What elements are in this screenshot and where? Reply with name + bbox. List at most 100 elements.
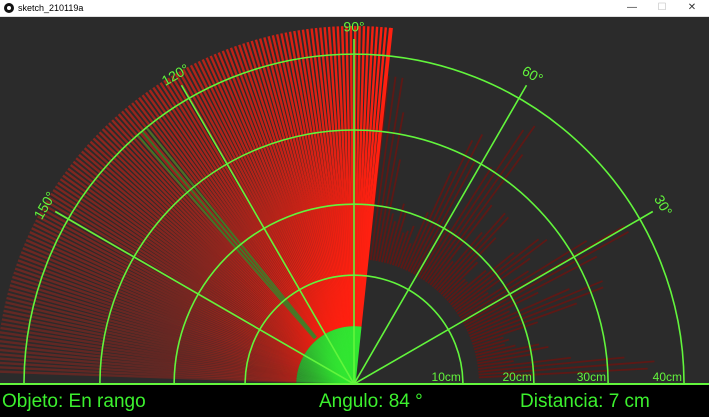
sweep-trail-near-line [311, 343, 355, 385]
sweep-trail-near-line [297, 371, 355, 386]
status-bar [0, 384, 709, 417]
sweep-trail-near-line [310, 344, 355, 385]
sweep-trail-near-line [306, 349, 355, 385]
sweep-history-line [478, 360, 655, 376]
sweep-history-line [386, 203, 405, 264]
sweep-trail-line [357, 27, 388, 327]
sweep-trail-line [6, 296, 299, 372]
sweep-trail-line [354, 26, 366, 327]
sweep-history-line [438, 216, 509, 293]
sweep-history-line [429, 204, 493, 286]
sweep-trail-line [138, 96, 321, 339]
sweep-trail-line [29, 231, 303, 361]
sweep-trail-line [35, 219, 304, 359]
sweep-trail-line [62, 174, 308, 352]
sweep-trail-line [254, 39, 340, 329]
sweep-history-line [458, 270, 530, 317]
sweep-trail-line [205, 57, 332, 332]
sweep-trail-line [314, 27, 350, 327]
maximize-button[interactable]: ☐ [657, 2, 667, 13]
sweep-trail-line [72, 160, 310, 350]
sweep-history-line [478, 356, 625, 373]
sweep-trail-near-line [300, 360, 355, 386]
sweep-trail-line [355, 26, 374, 327]
sweep-trail-line [41, 207, 305, 357]
sweep-trail-line [297, 30, 347, 328]
angle-spoke [180, 84, 355, 385]
sweep-trail-line [258, 38, 341, 329]
sweep-trail-line [145, 91, 322, 338]
sweep-trail-line [0, 361, 297, 382]
sweep-trail-near-line [297, 369, 355, 386]
sweep-history-line [477, 356, 572, 370]
range-label: 20cm [503, 370, 532, 384]
minimize-button[interactable]: — [627, 2, 637, 13]
sweep-trail-line [67, 167, 309, 351]
sweep-trail-line [152, 86, 323, 337]
sweep-trail-line [8, 288, 299, 370]
range-label: 40cm [653, 370, 682, 384]
sweep-trail-near-line [314, 340, 355, 385]
sweep-history-line [375, 112, 405, 262]
sweep-history-line [424, 125, 536, 283]
sweep-trail-line [101, 128, 315, 344]
sweep-trail-line [59, 178, 308, 352]
sweep-trail-line [166, 77, 326, 336]
sweep-history-line [475, 344, 516, 356]
sweep-trail-near-line [307, 347, 355, 385]
sweep-trail-line [229, 47, 336, 331]
sweep-trail-near-line [298, 364, 355, 386]
sweep-trail-near-line [299, 362, 355, 386]
sweep-trail-near-line [297, 368, 355, 386]
sweep-trail-line [353, 26, 361, 327]
sweep-trail-line [213, 53, 333, 332]
sweep-trail-line [357, 26, 383, 327]
sweep-trail-near-line [297, 370, 355, 386]
close-button[interactable]: ✕ [687, 2, 697, 13]
sweep-trail-line [12, 275, 300, 368]
sweep-trail-line [193, 62, 330, 333]
sweep-trail-line [263, 37, 341, 329]
sweep-trail-near-line [309, 345, 355, 385]
window-titlebar: sketch_210119a — ☐ ✕ [0, 0, 709, 17]
sweep-trail-near-line [317, 337, 355, 385]
sweep-history-line [389, 210, 408, 265]
sweep-history-line [473, 338, 510, 351]
sweep-trail-line [31, 227, 303, 360]
sweep-trail-line [10, 279, 300, 369]
sweep-trail-near-line [307, 347, 355, 385]
sweep-trail-line [47, 196, 306, 355]
sweep-trail-line [0, 370, 297, 384]
sweep-trail-near-line [301, 358, 355, 386]
sweep-history-line [459, 240, 588, 320]
sweep-trail-line [7, 292, 299, 371]
sweep-trail-line [70, 164, 310, 350]
sweep-trail-line [14, 267, 300, 367]
sweep-trail-line [178, 70, 327, 335]
sweep-trail-line [92, 137, 313, 346]
sweep-trail-near-line [298, 365, 355, 386]
sweep-trail-line [114, 116, 317, 342]
sweep-trail-near-line [298, 366, 355, 386]
sweep-trail-line [78, 153, 311, 348]
sweep-trail-line [98, 131, 314, 345]
sweep-trail-near-line [296, 373, 355, 386]
sweep-trail-line [306, 28, 348, 327]
sweep-trail-line [323, 27, 351, 327]
sweep-trail-line [284, 32, 345, 328]
sweep-history-line [477, 360, 514, 368]
angle-spoke [54, 210, 355, 385]
sweep-trail-line [271, 35, 343, 329]
sweep-history-line [444, 278, 466, 299]
sweep-history-line [473, 336, 504, 348]
sweep-history-line [446, 281, 469, 302]
window-title: sketch_210119a [18, 3, 84, 13]
sweep-trail-line [0, 353, 297, 381]
sweep-trail-line [217, 52, 334, 331]
sweep-trail-line [0, 344, 297, 379]
radar-grid: 30°60°90°120°150°10cm 20cm 30cm 40cm [20, 19, 689, 385]
sweep-trail-near-line [300, 359, 355, 386]
sweep-history-line [431, 260, 454, 288]
green-trace-line [136, 134, 316, 340]
range-label: 30cm [577, 370, 606, 384]
